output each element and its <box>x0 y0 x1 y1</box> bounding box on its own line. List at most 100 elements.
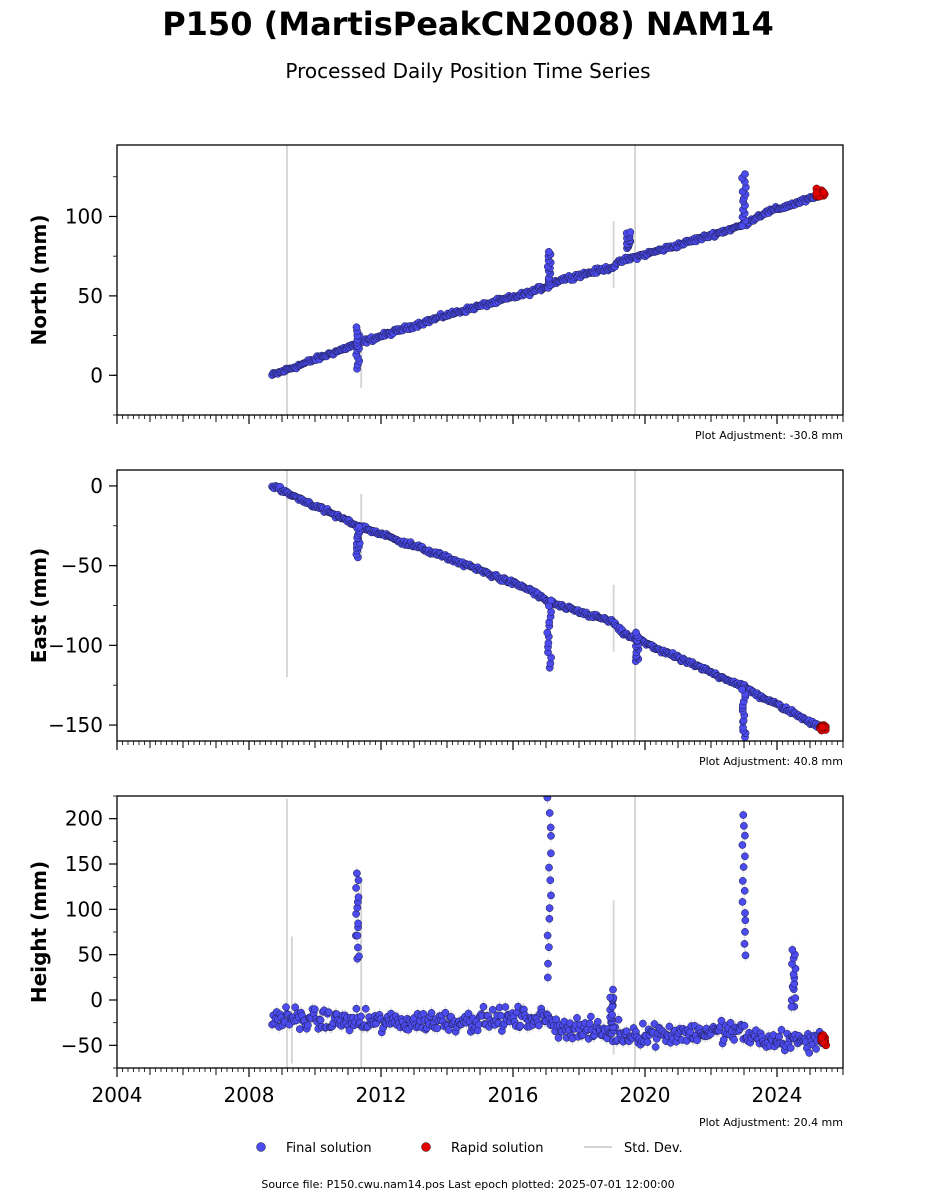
final-solution-point <box>352 1004 361 1013</box>
plot-area <box>268 796 831 1068</box>
final-solution-point <box>357 1012 365 1021</box>
y-tick-label: −100 <box>48 633 103 657</box>
legend-stddev-label: Std. Dev. <box>624 1141 683 1156</box>
final-solution-point <box>353 931 362 940</box>
final-solution-point <box>543 931 552 940</box>
final-solution-point <box>787 1002 796 1011</box>
final-solution-point <box>739 811 748 819</box>
final-solution-point <box>547 596 555 605</box>
final-solution-point <box>544 959 552 968</box>
chart-title: P150 (MartisPeakCN2008) NAM14 <box>162 5 774 43</box>
final-solution-point <box>545 904 554 912</box>
rapid-solution-point <box>818 723 827 732</box>
panel-east: 0 −50 −100 −150 East (mm) Plot Adjustment: 40… <box>27 469 844 768</box>
final-solution-point <box>585 1019 594 1028</box>
legend-rapid-marker <box>421 1142 431 1152</box>
final-solution-point <box>740 940 749 948</box>
final-solution-point <box>606 993 615 1002</box>
rapid-solution-points <box>817 1031 831 1050</box>
final-solution-point <box>354 893 363 902</box>
final-solution-point <box>738 877 747 885</box>
final-solution-point <box>433 1024 442 1033</box>
final-solution-point <box>741 831 749 840</box>
y-tick-label: −50 <box>61 1033 103 1057</box>
final-solution-point <box>741 928 749 936</box>
final-solution-point <box>786 1044 795 1052</box>
rapid-solution-point <box>812 189 821 198</box>
final-solution-point <box>593 1017 602 1026</box>
panel-height: 2004 2008 2012 2016 2020 2024 −50 0 50 100 150 200 H… <box>27 795 844 1129</box>
final-solution-point <box>693 1036 701 1045</box>
legend: Final solution Rapid solution Std. Dev. <box>256 1141 683 1156</box>
y-axis-label: North (mm) <box>27 214 51 345</box>
x-tick-label: 2020 <box>620 1083 671 1107</box>
final-solution-point <box>546 876 555 885</box>
final-solution-point <box>740 1021 749 1030</box>
final-solution-point <box>316 1016 325 1024</box>
plot-area <box>268 145 829 415</box>
final-solution-point <box>544 247 553 256</box>
final-solution-point <box>614 1015 623 1024</box>
final-solution-point <box>441 1008 450 1017</box>
final-solution-point <box>726 1018 735 1027</box>
rapid-solution-point <box>817 1033 826 1042</box>
final-solution-point <box>741 170 749 178</box>
final-solution-point <box>622 1027 631 1036</box>
y-axis-label: Height (mm) <box>27 861 51 1003</box>
final-solution-point <box>740 822 748 830</box>
final-solution-point <box>352 323 361 332</box>
final-solution-point <box>741 916 750 925</box>
final-solution-point <box>355 952 363 961</box>
final-solution-point <box>543 973 552 982</box>
y-tick-label: 0 <box>90 474 103 498</box>
final-solution-points <box>268 170 824 379</box>
final-solution-point <box>791 994 800 1002</box>
final-solution-point <box>546 823 555 832</box>
final-solution-point <box>554 1034 563 1042</box>
final-solution-point <box>573 1014 581 1022</box>
legend-rapid-label: Rapid solution <box>451 1141 543 1156</box>
y-tick-label: 200 <box>65 807 103 831</box>
final-solution-point <box>543 628 552 637</box>
final-solution-point <box>609 985 617 994</box>
final-solution-point <box>777 1025 786 1034</box>
y-tick-label: −50 <box>61 554 103 578</box>
source-footer: Source file: P150.cwu.nam14.pos Last epo… <box>261 1178 674 1191</box>
y-tick-label: 150 <box>65 852 103 876</box>
final-solution-point <box>812 1045 820 1053</box>
final-solution-point <box>516 1021 525 1030</box>
final-solution-point <box>310 1005 319 1014</box>
final-solution-point <box>788 945 797 954</box>
x-tick-label: 2024 <box>752 1083 803 1107</box>
final-solution-point <box>488 1005 497 1014</box>
final-solution-point <box>545 914 554 923</box>
final-solution-point <box>775 1032 783 1041</box>
final-solution-point <box>740 886 749 895</box>
y-tick-label: 100 <box>65 204 103 228</box>
final-solution-point <box>361 1004 370 1013</box>
plot-adjustment-note: Plot Adjustment: 40.8 mm <box>699 755 843 768</box>
plot-adjustment-note: Plot Adjustment: 20.4 mm <box>699 1116 843 1129</box>
final-solution-point <box>665 1022 674 1031</box>
x-tick-label: 2004 <box>92 1083 143 1107</box>
final-solution-point <box>739 863 748 871</box>
final-solution-point <box>730 1036 738 1044</box>
y-tick-label: 0 <box>90 363 103 387</box>
final-solution-point <box>545 809 554 817</box>
final-solution-point <box>354 943 362 952</box>
rapid-solution-points <box>812 184 829 201</box>
final-solution-point <box>304 1021 312 1030</box>
final-solution-point <box>738 841 747 849</box>
y-tick-label: 50 <box>78 284 103 308</box>
final-solution-points <box>268 482 827 741</box>
final-solution-point <box>643 1038 652 1046</box>
final-solution-point <box>353 869 361 878</box>
final-solution-point <box>354 919 362 928</box>
x-tick-label: 2008 <box>224 1083 275 1107</box>
axes-frame <box>116 144 844 416</box>
final-solution-point <box>717 1016 726 1025</box>
x-tick-label: 2012 <box>356 1083 407 1107</box>
final-solution-point <box>543 796 552 802</box>
final-solution-point <box>805 1049 814 1057</box>
final-solution-point <box>545 863 553 872</box>
